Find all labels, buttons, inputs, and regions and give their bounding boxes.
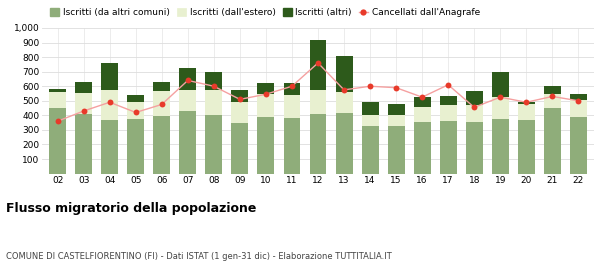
Bar: [544, 94, 561, 108]
Bar: [492, 72, 509, 97]
Bar: [154, 82, 170, 91]
Point: [548, 94, 557, 99]
Bar: [518, 120, 535, 174]
Bar: [413, 97, 431, 107]
Bar: [284, 83, 301, 95]
Bar: [284, 118, 301, 174]
Bar: [413, 107, 431, 122]
Bar: [75, 93, 92, 114]
Bar: [127, 95, 144, 102]
Bar: [101, 120, 118, 174]
Point: [157, 102, 167, 107]
Point: [443, 83, 453, 87]
Bar: [362, 115, 379, 126]
Bar: [232, 123, 248, 174]
Bar: [154, 91, 170, 116]
Bar: [232, 90, 248, 102]
Bar: [75, 114, 92, 174]
Point: [313, 61, 323, 65]
Bar: [101, 90, 118, 120]
Bar: [518, 104, 535, 120]
Bar: [362, 126, 379, 174]
Point: [235, 97, 245, 102]
Bar: [232, 102, 248, 123]
Bar: [544, 86, 561, 94]
Point: [496, 95, 505, 99]
Point: [53, 119, 62, 123]
Bar: [335, 56, 353, 92]
Point: [339, 88, 349, 92]
Point: [365, 84, 375, 88]
Point: [391, 85, 401, 90]
Bar: [205, 115, 223, 174]
Bar: [388, 104, 404, 115]
Bar: [544, 108, 561, 174]
Bar: [49, 89, 66, 92]
Point: [209, 84, 218, 88]
Bar: [205, 90, 223, 115]
Bar: [440, 105, 457, 121]
Text: Flusso migratorio della popolazione: Flusso migratorio della popolazione: [6, 202, 256, 214]
Point: [79, 109, 88, 113]
Bar: [179, 90, 196, 111]
Bar: [75, 82, 92, 93]
Bar: [179, 68, 196, 90]
Bar: [492, 97, 509, 119]
Bar: [179, 111, 196, 174]
Bar: [518, 102, 535, 104]
Bar: [440, 121, 457, 174]
Bar: [310, 40, 326, 90]
Bar: [570, 100, 587, 117]
Point: [287, 84, 297, 88]
Point: [418, 95, 427, 99]
Point: [105, 100, 115, 104]
Bar: [101, 63, 118, 90]
Bar: [413, 122, 431, 174]
Bar: [257, 83, 274, 94]
Legend: Iscritti (da altri comuni), Iscritti (dall'estero), Iscritti (altri), Cancellati: Iscritti (da altri comuni), Iscritti (da…: [47, 4, 484, 20]
Bar: [570, 117, 587, 174]
Bar: [257, 94, 274, 117]
Bar: [388, 125, 404, 174]
Bar: [440, 96, 457, 105]
Bar: [205, 72, 223, 90]
Bar: [154, 116, 170, 174]
Point: [574, 99, 583, 103]
Point: [521, 100, 531, 104]
Bar: [570, 94, 587, 100]
Text: COMUNE DI CASTELFIORENTINO (FI) - Dati ISTAT (1 gen-31 dic) - Elaborazione TUTTI: COMUNE DI CASTELFIORENTINO (FI) - Dati I…: [6, 252, 392, 261]
Point: [183, 78, 193, 83]
Bar: [310, 114, 326, 174]
Bar: [335, 113, 353, 174]
Bar: [466, 122, 482, 174]
Bar: [49, 92, 66, 108]
Bar: [466, 105, 482, 122]
Bar: [127, 119, 144, 174]
Bar: [127, 102, 144, 119]
Bar: [257, 117, 274, 174]
Point: [261, 92, 271, 97]
Bar: [310, 90, 326, 114]
Bar: [362, 102, 379, 115]
Bar: [284, 95, 301, 118]
Point: [469, 105, 479, 109]
Bar: [49, 108, 66, 174]
Point: [131, 110, 140, 115]
Bar: [388, 115, 404, 125]
Bar: [466, 91, 482, 105]
Bar: [492, 119, 509, 174]
Bar: [335, 92, 353, 113]
